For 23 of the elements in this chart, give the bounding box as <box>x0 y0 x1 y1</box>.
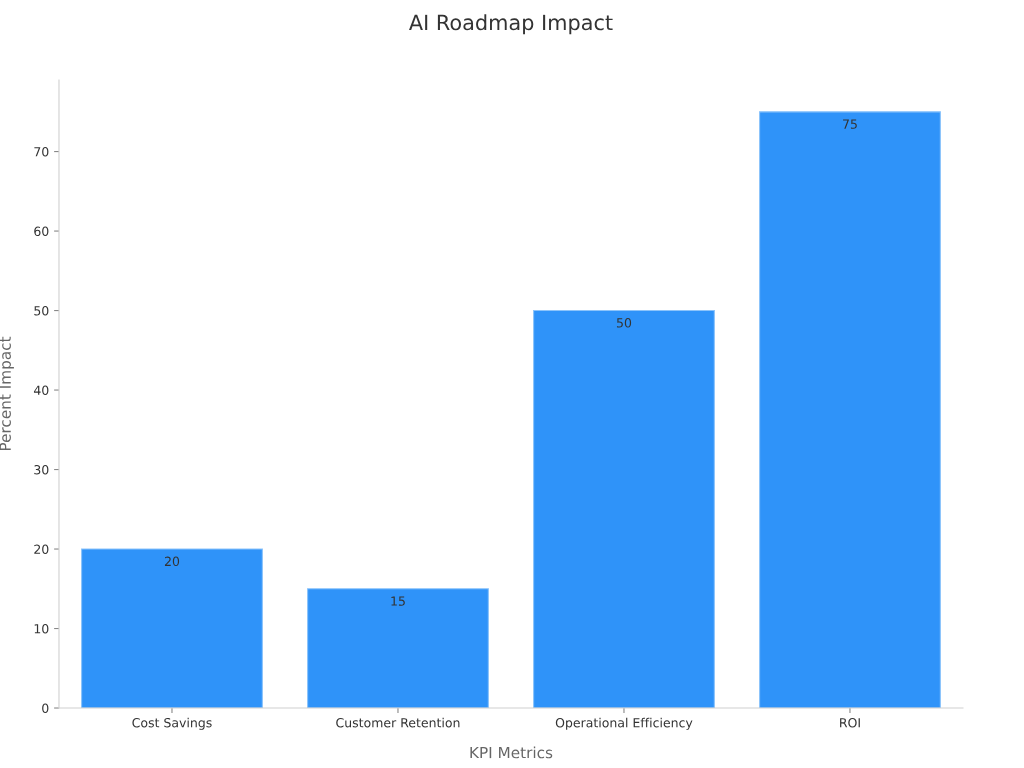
y-tick-label: 70 <box>34 147 49 157</box>
x-axis-title: KPI Metrics <box>470 746 553 759</box>
bar <box>759 111 941 709</box>
y-tick-label: 10 <box>34 624 49 634</box>
y-tick-label: 60 <box>34 226 49 236</box>
y-tick-label: 50 <box>34 306 49 316</box>
y-tick-label: 20 <box>34 544 49 554</box>
data-label: 75 <box>843 119 857 129</box>
bar <box>533 309 715 709</box>
x-tick-label: Cost Savings <box>132 717 212 730</box>
y-tick-label: 30 <box>34 465 49 475</box>
y-axis-title: Percent Impact <box>0 336 14 451</box>
data-label: 15 <box>391 596 405 606</box>
x-tick-label: ROI <box>840 717 860 728</box>
chart-title: AI Roadmap Impact <box>409 14 613 35</box>
x-tick-label: Operational Efficiency <box>555 717 693 730</box>
data-label: 50 <box>616 318 632 328</box>
y-tick-label: 0 <box>42 703 49 713</box>
bar <box>307 588 489 709</box>
data-label: 20 <box>164 556 180 567</box>
bar <box>81 548 263 709</box>
x-tick-label: Customer Retention <box>336 717 460 728</box>
y-tick-label: 40 <box>33 385 49 395</box>
